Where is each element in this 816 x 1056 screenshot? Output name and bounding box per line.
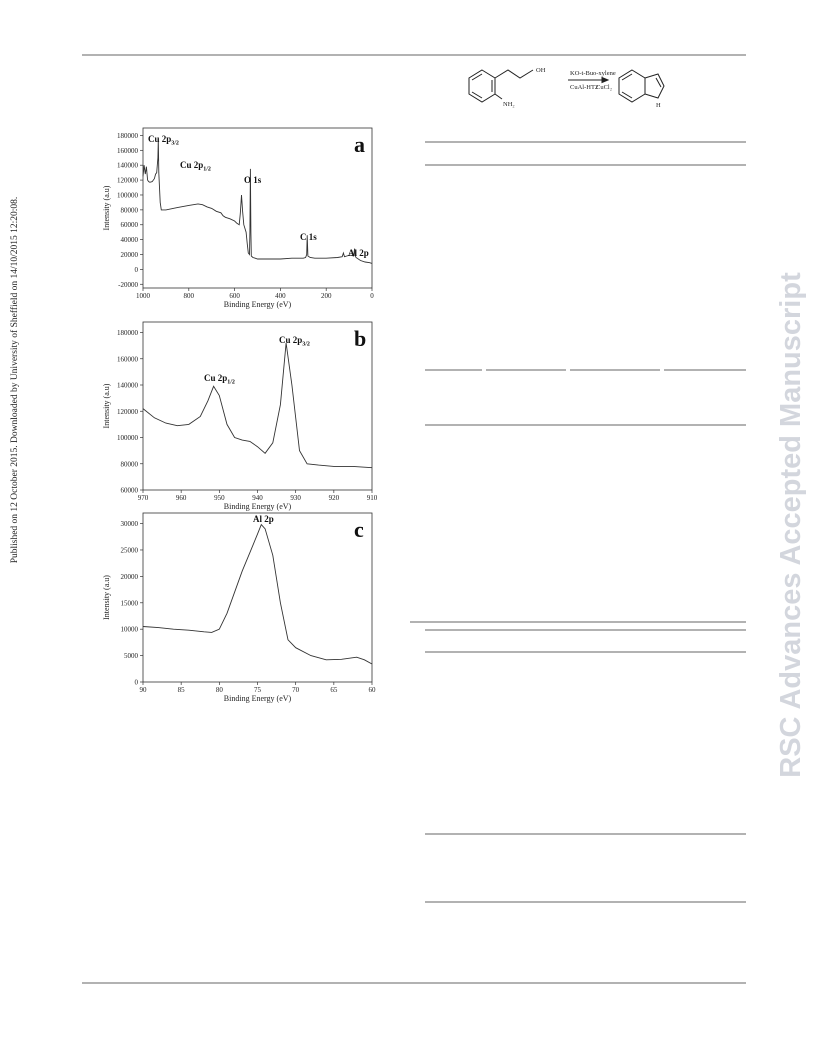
scheme-reagent: KO-t-Bu [570,70,594,77]
y-axis-label: Intensity (a.u) [102,383,111,428]
scheme-nh2: NH₂ [503,101,515,108]
panel-letter: b [354,326,366,351]
peak-label-sub: 3/2 [171,141,179,147]
scheme-oh: OH [536,67,546,74]
x-tick-label: 80 [216,686,224,694]
x-axis-label: Binding Energy (eV) [224,300,292,309]
spectrum-line [142,342,373,469]
peak-label-text: Al 2p [348,248,369,258]
y-tick-label: 160000 [117,355,139,363]
panel-letter: a [354,132,365,157]
y-tick-label: 40000 [121,236,139,244]
y-tick-label: 120000 [117,408,139,416]
y-tick-label: 100000 [117,434,139,442]
peak-label-text: Cu 2p [279,335,302,345]
x-tick-label: 60 [369,686,377,694]
y-tick-label: 20000 [121,251,139,259]
scheme-solvent: o-xylene [593,70,616,77]
plot-frame [142,321,373,491]
y-axis-label: Intensity (a.u) [102,185,111,230]
y-tick-label: 180000 [117,329,139,337]
y-tick-label: 10000 [121,626,139,634]
table-rules [410,141,746,903]
x-tick-label: 910 [367,494,378,502]
y-tick-label: 15000 [121,599,139,607]
x-tick-label: 970 [138,494,149,502]
y-tick-label: 140000 [117,382,139,390]
scheme-catalyst: CuAl-HT2 [570,84,598,91]
x-tick-label: 940 [252,494,263,502]
peak-label-sub: 1/2 [203,167,211,173]
y-tick-label: 80000 [121,206,139,214]
peak-label-text: Cu 2p [148,134,171,144]
scheme-h: H [656,102,661,109]
peak-label-text: Cu 2p [180,160,203,170]
y-tick-label: -20000 [118,281,138,289]
plot-frame [142,512,373,683]
x-tick-label: 85 [178,686,186,694]
x-tick-label: 75 [254,686,262,694]
y-tick-label: 60000 [121,487,139,495]
peak-label: Al 2p [253,514,274,524]
y-tick-label: 0 [135,266,139,274]
side-note: Published on 12 October 2015. Downloaded… [9,197,20,564]
panel-letter: c [354,517,364,542]
peak-label: Cu 2p3/2 [148,134,179,147]
x-tick-label: 90 [140,686,148,694]
x-tick-label: 920 [329,494,340,502]
y-tick-label: 120000 [117,177,139,185]
y-tick-label: 100000 [117,191,139,199]
peak-label: Cu 2p1/2 [204,373,235,386]
spectrum-line [142,523,373,665]
y-tick-label: 80000 [121,460,139,468]
spectrum-line [142,139,373,264]
peak-label-text: C 1s [300,232,317,242]
x-tick-label: 930 [290,494,301,502]
peak-label-text: Al 2p [253,514,274,524]
peak-label: C 1s [300,232,317,242]
plot-frame [142,127,373,289]
y-tick-label: 180000 [117,132,139,140]
y-tick-label: 30000 [121,520,139,528]
scheme-reagent: CuCl₂ [596,84,612,91]
reaction-scheme [468,69,665,103]
y-tick-label: 140000 [117,162,139,170]
x-axis-label: Binding Energy (eV) [224,502,292,511]
x-tick-label: 950 [214,494,225,502]
peak-label-sub: 3/2 [302,342,310,348]
y-tick-label: 0 [135,679,139,687]
peak-label-text: O 1s [244,175,262,185]
x-tick-label: 400 [275,292,286,300]
y-tick-label: 160000 [117,147,139,155]
peak-label-text: Cu 2p [204,373,227,383]
watermark: RSC Advances Accepted Manuscript [775,272,807,778]
x-tick-label: 0 [370,292,374,300]
x-tick-label: 70 [292,686,300,694]
y-tick-label: 20000 [121,573,139,581]
peak-label: O 1s [244,175,262,185]
peak-label: Al 2p [348,248,369,258]
x-tick-label: 800 [184,292,195,300]
y-tick-label: 25000 [121,546,139,554]
peak-label-sub: 1/2 [227,380,235,386]
x-tick-label: 200 [321,292,332,300]
x-tick-label: 600 [229,292,240,300]
peak-label: Cu 2p3/2 [279,335,310,348]
peak-label: Cu 2p1/2 [180,160,211,173]
y-tick-label: 5000 [124,652,139,660]
x-tick-label: 1000 [136,292,151,300]
x-tick-label: 65 [330,686,338,694]
x-tick-label: 960 [176,494,187,502]
y-tick-label: 60000 [121,221,139,229]
y-axis-label: Intensity (a.u) [102,575,111,620]
x-axis-label: Binding Energy (eV) [224,694,292,703]
